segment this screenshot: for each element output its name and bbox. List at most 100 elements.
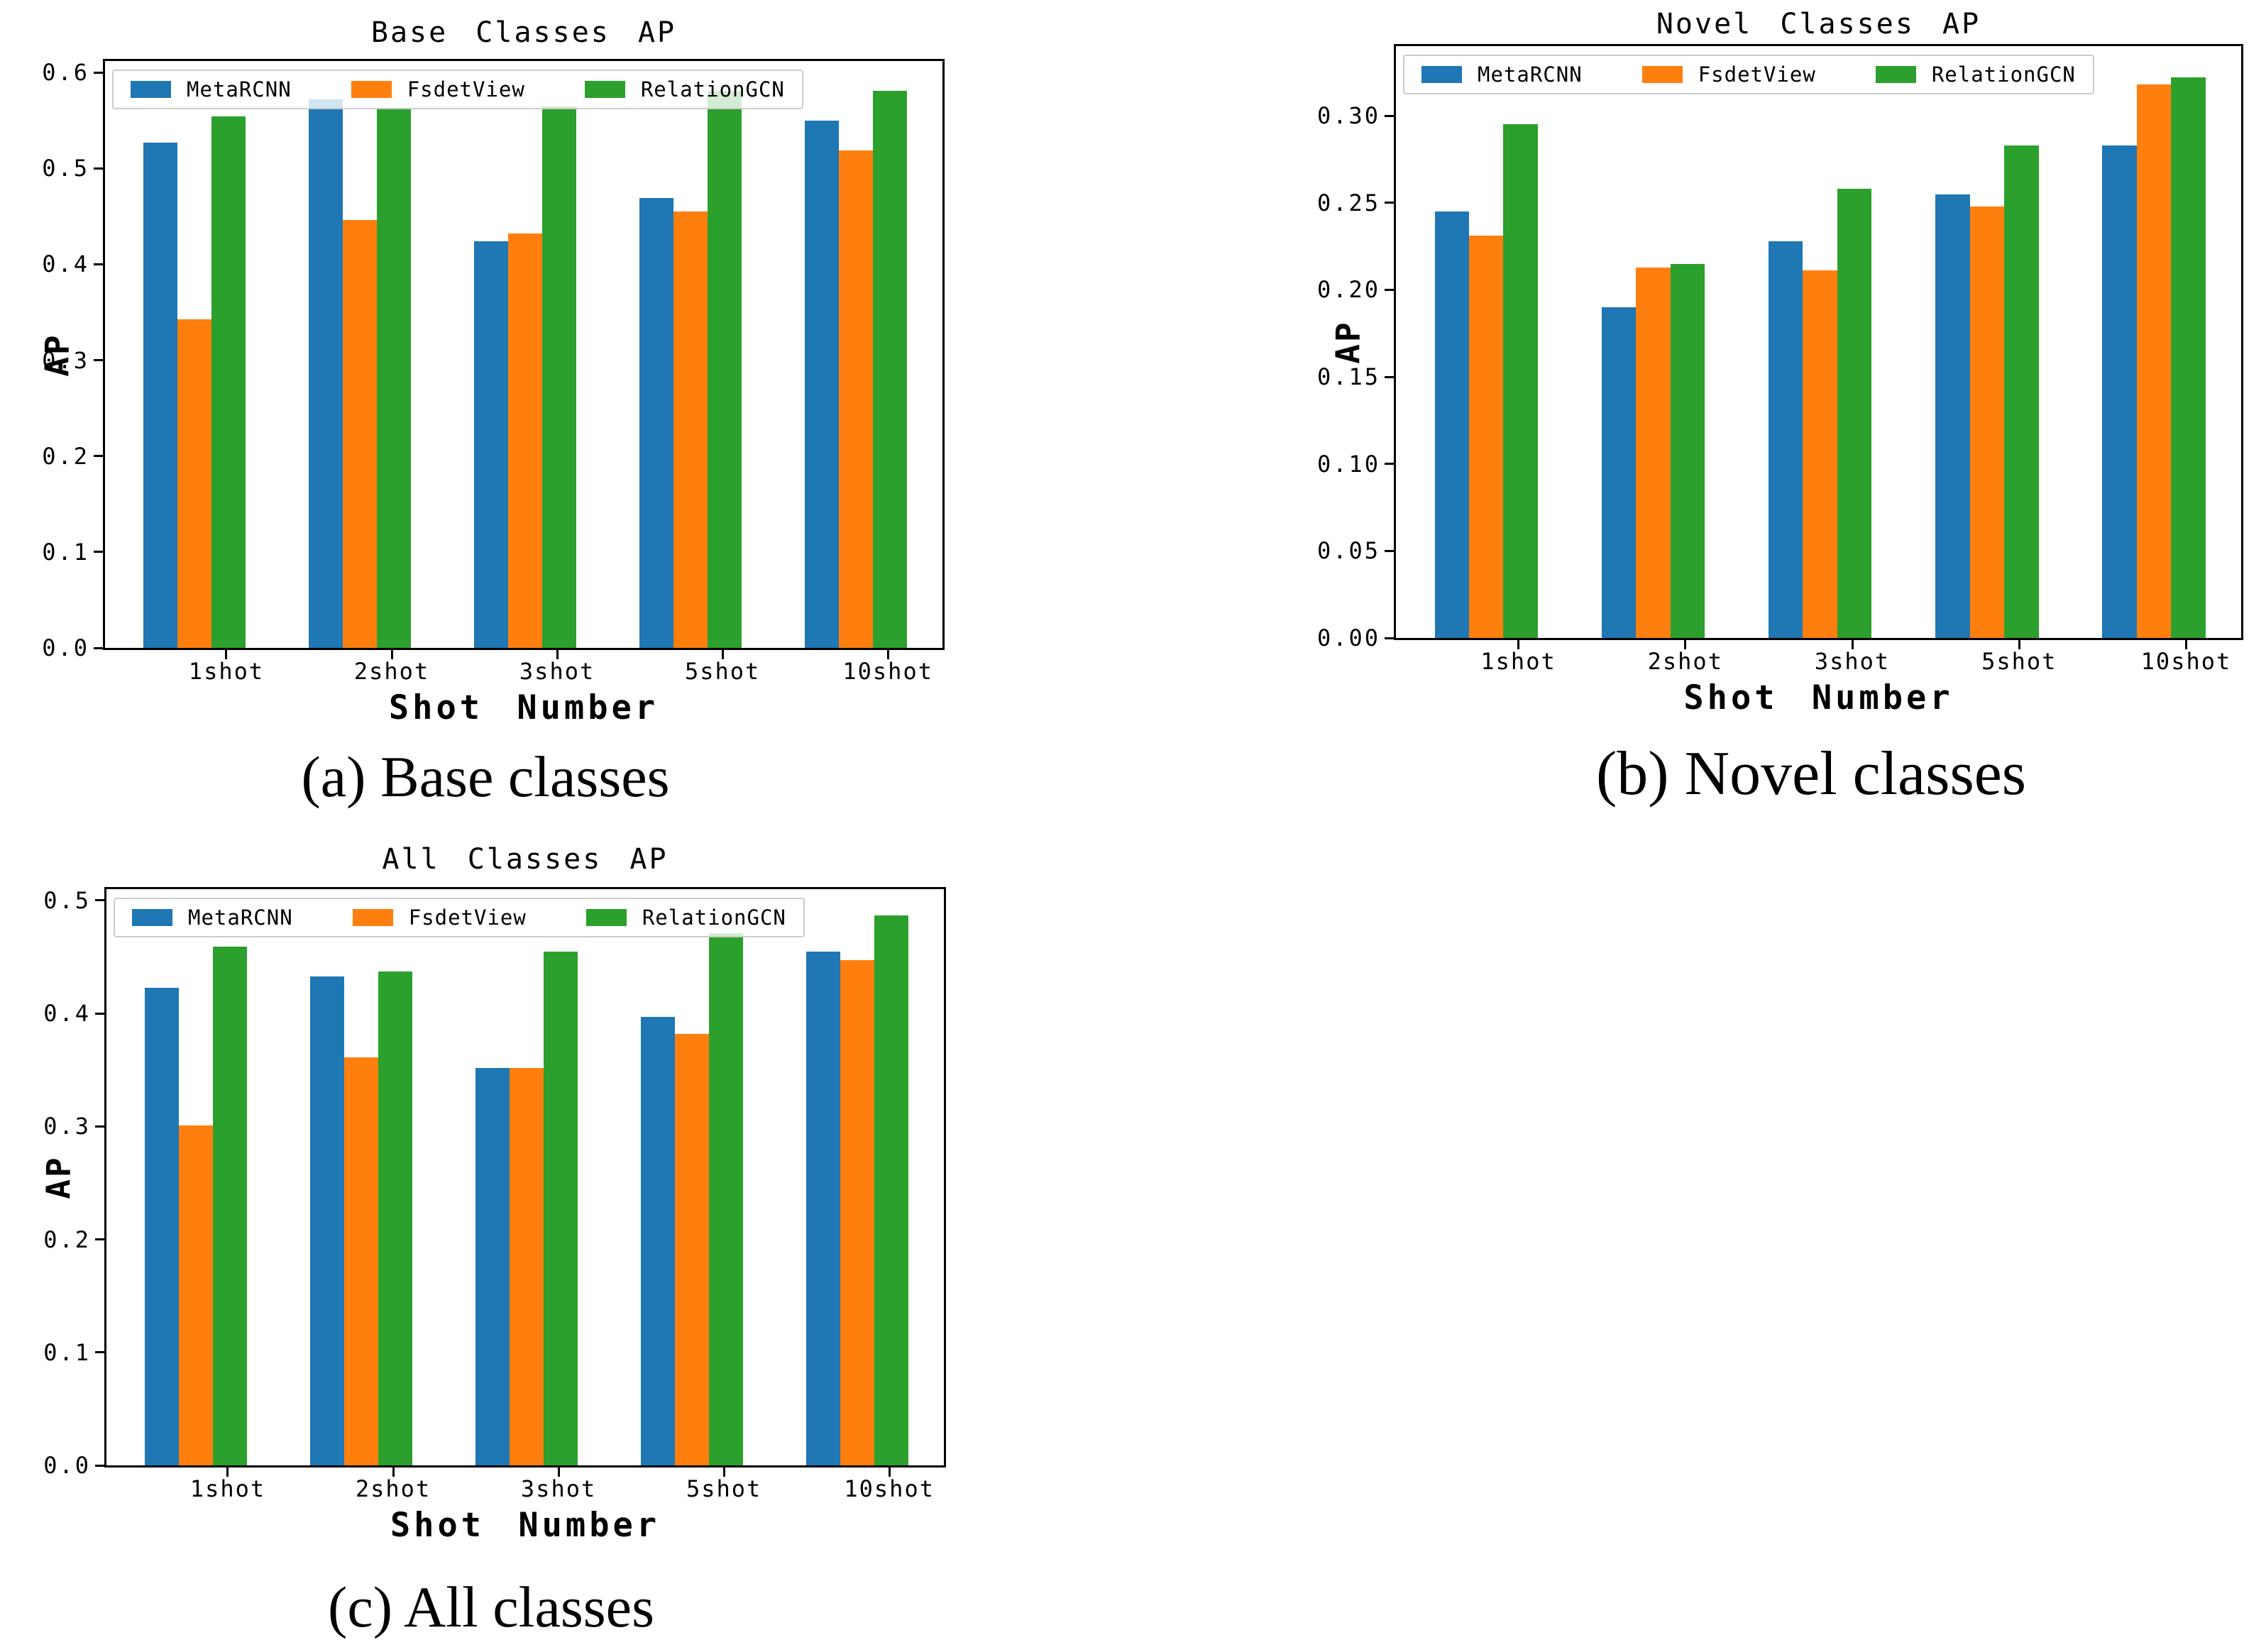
- bar-RelationGCN-5shot: [2004, 145, 2039, 638]
- bar-RelationGCN-10shot: [2171, 77, 2206, 638]
- legend-entry-RelationGCN: RelationGCN: [1875, 62, 2076, 87]
- plot-area: [106, 889, 944, 1465]
- legend-entry-MetaRCNN: MetaRCNN: [1421, 62, 1583, 87]
- x-tick-label-5shot: 5shot: [684, 658, 761, 685]
- y-tick-mark: [94, 646, 103, 649]
- x-tick-mark: [225, 650, 228, 659]
- y-tick-mark: [95, 1464, 104, 1467]
- bar-MetaRCNN-2shot: [309, 99, 343, 648]
- y-tick-mark: [1385, 375, 1394, 378]
- bar-RelationGCN-2shot: [1670, 263, 1705, 638]
- bar-MetaRCNN-10shot: [805, 120, 840, 648]
- x-tick-label-2shot: 2shot: [1647, 648, 1723, 675]
- y-tick-label: 0.05: [1316, 537, 1380, 565]
- y-tick-mark: [1385, 114, 1394, 117]
- bar-RelationGCN-1shot: [213, 947, 248, 1465]
- legend-swatch-RelationGCN: [1875, 66, 1916, 83]
- x-tick-label-2shot: 2shot: [355, 1475, 431, 1502]
- bar-FsdetView-10shot: [839, 150, 874, 648]
- legend-label-RelationGCN: RelationGCN: [640, 77, 785, 101]
- bar-FsdetView-2shot: [343, 220, 378, 648]
- legend-label-RelationGCN: RelationGCN: [642, 905, 786, 930]
- x-tick-mark: [721, 650, 724, 659]
- y-tick-mark: [94, 551, 103, 554]
- bar-FsdetView-1shot: [179, 1125, 214, 1465]
- bar-MetaRCNN-2shot: [310, 976, 345, 1465]
- legend-entry-RelationGCN: RelationGCN: [584, 77, 785, 101]
- bar-RelationGCN-3shot: [544, 951, 578, 1465]
- legend-label-MetaRCNN: MetaRCNN: [188, 905, 293, 930]
- y-tick-mark: [94, 167, 103, 170]
- legend: MetaRCNN FsdetView RelationGCN: [1403, 55, 2094, 94]
- x-tick-mark: [722, 1467, 725, 1477]
- legend-label-RelationGCN: RelationGCN: [1931, 62, 2076, 87]
- y-tick-label: 0.30: [1316, 102, 1380, 130]
- x-tick-label-10shot: 10shot: [844, 1475, 935, 1502]
- y-axis-label: AP: [1329, 320, 1367, 364]
- bar-RelationGCN-5shot: [708, 90, 742, 648]
- bar-MetaRCNN-1shot: [1434, 211, 1470, 638]
- legend-entry-FsdetView: FsdetView: [1641, 62, 1816, 87]
- x-tick-label-3shot: 3shot: [520, 1475, 597, 1502]
- y-tick-label: 0.3: [43, 1113, 91, 1140]
- x-axis-label: Shot Number: [388, 688, 659, 727]
- bar-FsdetView-10shot: [840, 960, 875, 1465]
- y-tick-label: 0.4: [42, 250, 89, 278]
- bar-FsdetView-3shot: [510, 1067, 544, 1465]
- x-tick-mark: [888, 1467, 891, 1477]
- y-tick-mark: [1385, 549, 1394, 552]
- bar-MetaRCNN-10shot: [2102, 145, 2137, 638]
- y-axis-label: AP: [39, 1155, 77, 1199]
- bar-RelationGCN-2shot: [378, 971, 413, 1465]
- legend-label-FsdetView: FsdetView: [408, 905, 527, 930]
- x-tick-label-1shot: 1shot: [189, 1475, 266, 1502]
- plot-area: [105, 61, 942, 648]
- bar-MetaRCNN-5shot: [1935, 194, 1970, 638]
- x-tick-mark: [556, 650, 559, 659]
- chart-base-classes-ap: Base Classes AP AP Shot Number 0.0 0.1 0.2…: [38, 16, 945, 727]
- x-tick-label-10shot: 10shot: [2140, 648, 2232, 675]
- x-tick-mark: [1851, 640, 1854, 649]
- y-tick-mark: [94, 71, 103, 74]
- chart-all-classes-ap: All Classes AP AP Shot Number 0.0 0.1 0.2 0…: [39, 843, 946, 1545]
- legend-entry-RelationGCN: RelationGCN: [585, 905, 786, 930]
- y-tick-mark: [1385, 288, 1394, 291]
- bar-RelationGCN-1shot: [1503, 124, 1538, 638]
- legend: MetaRCNN FsdetView RelationGCN: [114, 898, 805, 937]
- y-tick-label: 0.10: [1316, 450, 1380, 478]
- y-tick-label: 0.20: [1316, 276, 1380, 304]
- legend-swatch-RelationGCN: [585, 909, 627, 926]
- y-tick-mark: [94, 359, 103, 362]
- x-tick-mark: [2184, 640, 2187, 649]
- y-tick-label: 0.2: [42, 442, 89, 470]
- x-tick-mark: [390, 650, 393, 659]
- bar-FsdetView-10shot: [2136, 84, 2172, 638]
- legend-label-FsdetView: FsdetView: [1698, 62, 1816, 87]
- bar-RelationGCN-3shot: [542, 106, 577, 648]
- y-tick-mark: [1385, 202, 1394, 204]
- bar-MetaRCNN-5shot: [641, 1016, 676, 1465]
- y-tick-label: 0.25: [1316, 189, 1380, 216]
- bar-FsdetView-2shot: [1636, 267, 1671, 638]
- x-tick-mark: [392, 1467, 395, 1477]
- bar-MetaRCNN-3shot: [475, 1067, 510, 1465]
- chart-title: Novel Classes AP: [1656, 8, 1981, 40]
- y-tick-mark: [94, 455, 103, 458]
- bar-MetaRCNN-10shot: [806, 951, 841, 1465]
- x-tick-mark: [557, 1467, 560, 1477]
- x-tick-mark: [226, 1467, 229, 1477]
- x-tick-mark: [2018, 640, 2020, 649]
- x-tick-label-1shot: 1shot: [1480, 648, 1556, 675]
- bar-FsdetView-1shot: [177, 319, 212, 648]
- bar-RelationGCN-3shot: [1837, 189, 1872, 638]
- y-tick-mark: [95, 1351, 104, 1354]
- x-tick-label-5shot: 5shot: [686, 1475, 762, 1502]
- y-tick-label: 0.00: [1316, 624, 1380, 651]
- y-tick-label: 0.15: [1316, 363, 1380, 391]
- bar-RelationGCN-10shot: [874, 915, 909, 1465]
- legend-swatch-FsdetView: [351, 81, 392, 98]
- y-tick-label: 0.1: [43, 1338, 91, 1366]
- legend-swatch-MetaRCNN: [1421, 66, 1462, 83]
- legend-swatch-RelationGCN: [584, 81, 625, 98]
- bar-MetaRCNN-3shot: [1768, 241, 1803, 638]
